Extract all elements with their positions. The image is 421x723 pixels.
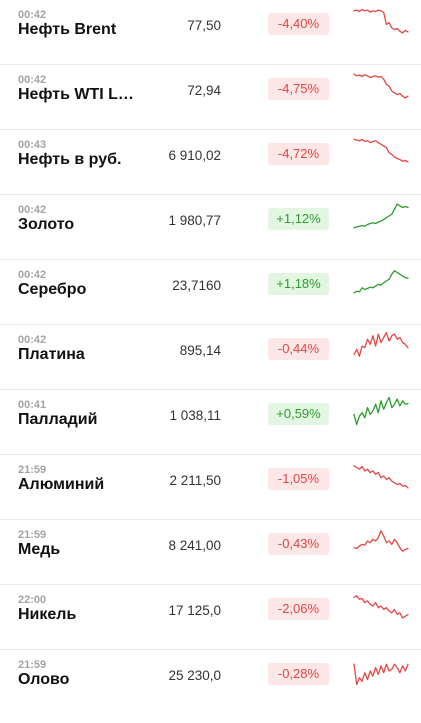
quote-name[interactable]: Алюминий	[18, 476, 105, 493]
sparkline-chart	[353, 465, 409, 489]
sparkline-line	[353, 73, 409, 99]
sparkline-line	[353, 8, 409, 34]
quote-change-badge: -2,06%	[268, 598, 329, 620]
quote-change-badge: -1,05%	[268, 468, 329, 490]
quote-time: 21:59	[18, 464, 47, 476]
quote-row-8[interactable]: 21:59 Медь 8 241,00 -0,43%	[0, 520, 421, 585]
quote-name[interactable]: Платина	[18, 346, 85, 363]
quote-name[interactable]: Нефть в руб.	[18, 151, 122, 168]
quote-time: 00:42	[18, 9, 47, 21]
quote-row-6[interactable]: 00:41 Палладий 1 038,11 +0,59%	[0, 390, 421, 455]
quote-change-badge: -0,43%	[268, 533, 329, 555]
sparkline-chart	[353, 331, 409, 357]
quote-time: 21:59	[18, 529, 47, 541]
quote-change-badge: -4,75%	[268, 78, 329, 100]
quote-price: 17 125,0	[168, 603, 221, 618]
quote-name[interactable]: Золото	[18, 216, 75, 233]
quote-change-badge: +1,12%	[268, 208, 329, 230]
quote-row-7[interactable]: 21:59 Алюминий 2 211,50 -1,05%	[0, 455, 421, 520]
quote-price: 8 241,00	[168, 538, 221, 553]
sparkline-chart	[353, 73, 409, 99]
quote-row-4[interactable]: 00:42 Серебро 23,7160 +1,18%	[0, 260, 421, 325]
quote-time: 00:42	[18, 74, 47, 86]
quote-time: 00:42	[18, 204, 47, 216]
quote-time: 00:42	[18, 334, 47, 346]
quote-row-10[interactable]: 21:59 Олово 25 230,0 -0,28%	[0, 650, 421, 716]
quote-price: 72,94	[187, 83, 221, 98]
quote-name[interactable]: Палладий	[18, 411, 98, 428]
sparkline-chart	[353, 203, 409, 229]
quote-name[interactable]: Нефть Brent	[18, 21, 117, 38]
sparkline-line	[353, 331, 409, 357]
quote-time: 22:00	[18, 594, 47, 606]
quote-change-badge: -4,72%	[268, 143, 329, 165]
quote-time: 00:41	[18, 399, 47, 411]
quote-name[interactable]: Никель	[18, 606, 77, 623]
quote-change-badge: -0,44%	[268, 338, 329, 360]
quote-change-badge: +1,18%	[268, 273, 329, 295]
quote-name[interactable]: Серебро	[18, 281, 87, 298]
quote-price: 77,50	[187, 18, 221, 33]
sparkline-chart	[353, 530, 409, 552]
sparkline-line	[353, 203, 409, 229]
quote-row-5[interactable]: 00:42 Платина 895,14 -0,44%	[0, 325, 421, 390]
quote-name[interactable]: Нефть WTI Li…	[18, 86, 138, 103]
quote-time: 00:43	[18, 139, 47, 151]
quote-price: 6 910,02	[168, 148, 221, 163]
sparkline-line	[353, 270, 409, 294]
quote-time: 21:59	[18, 659, 47, 671]
quote-price: 25 230,0	[168, 668, 221, 683]
sparkline-chart	[353, 8, 409, 34]
sparkline-line	[353, 396, 409, 426]
sparkline-chart	[353, 663, 409, 686]
quote-row-3[interactable]: 00:42 Золото 1 980,77 +1,12%	[0, 195, 421, 260]
quote-name[interactable]: Олово	[18, 671, 70, 688]
sparkline-line	[353, 530, 409, 552]
sparkline-chart	[353, 595, 409, 619]
quote-price: 2 211,50	[169, 473, 221, 488]
sparkline-line	[353, 663, 409, 686]
quote-price: 1 038,11	[169, 408, 221, 423]
quote-price: 1 980,77	[168, 213, 221, 228]
quote-row-2[interactable]: 00:43 Нефть в руб. 6 910,02 -4,72%	[0, 130, 421, 195]
quote-time: 00:42	[18, 269, 47, 281]
sparkline-chart	[353, 270, 409, 294]
quote-change-badge: +0,59%	[268, 403, 329, 425]
quote-price: 895,14	[179, 343, 221, 358]
quote-row-9[interactable]: 22:00 Никель 17 125,0 -2,06%	[0, 585, 421, 650]
sparkline-line	[353, 465, 409, 489]
sparkline-line	[353, 595, 409, 619]
quote-change-badge: -0,28%	[268, 663, 329, 685]
quote-change-badge: -4,40%	[268, 13, 329, 35]
quote-row-1[interactable]: 00:42 Нефть WTI Li… 72,94 -4,75%	[0, 65, 421, 130]
quote-row-0[interactable]: 00:42 Нефть Brent 77,50 -4,40%	[0, 0, 421, 65]
sparkline-line	[353, 138, 409, 163]
quote-name[interactable]: Медь	[18, 541, 61, 558]
quote-price: 23,7160	[172, 278, 221, 293]
sparkline-chart	[353, 396, 409, 426]
sparkline-chart	[353, 138, 409, 163]
